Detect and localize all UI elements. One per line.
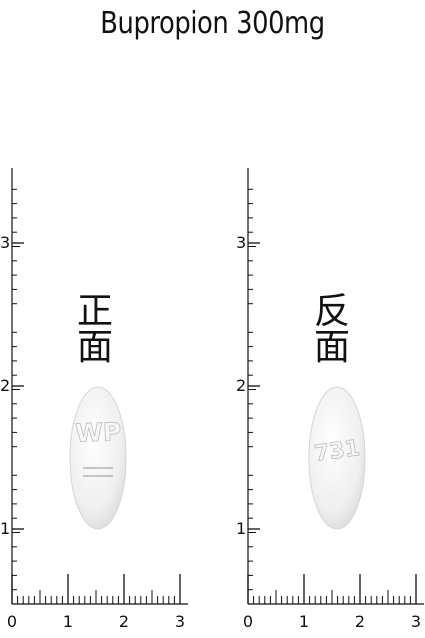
page-title: Bupropion 300mg (100, 6, 325, 41)
front-y-minor-ticks (12, 188, 20, 591)
front-pill-score-lines (83, 467, 113, 477)
back-x-major-ticks (247, 574, 417, 604)
back-y-tick-labels: 1 2 3 (236, 233, 246, 538)
front-y-label-2: 2 (0, 376, 10, 395)
front-y-tick-labels: 1 2 3 (0, 233, 10, 538)
back-y-minor-ticks (248, 188, 256, 591)
back-y-label-2: 2 (236, 376, 246, 395)
front-x-major-ticks (11, 574, 181, 604)
front-side-label: 正面 (77, 291, 114, 368)
front-y-major-ticks (12, 242, 24, 530)
back-y-major-ticks (248, 242, 260, 530)
front-pill-imprint: WP (74, 417, 122, 448)
back-x-label-2: 2 (355, 612, 365, 631)
back-pill-body (308, 386, 366, 530)
back-ruler: 1 2 3 0 1 2 3 (236, 168, 424, 631)
front-y-label-1: 1 (0, 519, 10, 538)
front-x-label-3: 3 (175, 612, 185, 631)
front-x-label-2: 2 (119, 612, 129, 631)
back-x-minor-ticks (253, 590, 411, 604)
back-pill-image: 731 (308, 386, 366, 530)
back-x-label-3: 3 (411, 612, 421, 631)
front-ruler: 1 2 3 0 1 2 3 (0, 168, 188, 631)
front-pill-image: WP (69, 386, 127, 530)
front-x-minor-ticks (17, 590, 175, 604)
back-x-tick-labels: 0 1 2 3 (243, 612, 421, 631)
svg-text:WP: WP (75, 417, 122, 448)
back-x-label-0: 0 (243, 612, 253, 631)
front-y-label-3: 3 (0, 233, 10, 252)
front-x-label-1: 1 (63, 612, 73, 631)
back-x-label-1: 1 (299, 612, 309, 631)
front-x-label-0: 0 (7, 612, 17, 631)
back-side-label: 反面 (314, 291, 351, 368)
back-y-label-3: 3 (236, 233, 246, 252)
back-y-label-1: 1 (236, 519, 246, 538)
front-pill-body (69, 386, 127, 530)
front-x-tick-labels: 0 1 2 3 (7, 612, 185, 631)
